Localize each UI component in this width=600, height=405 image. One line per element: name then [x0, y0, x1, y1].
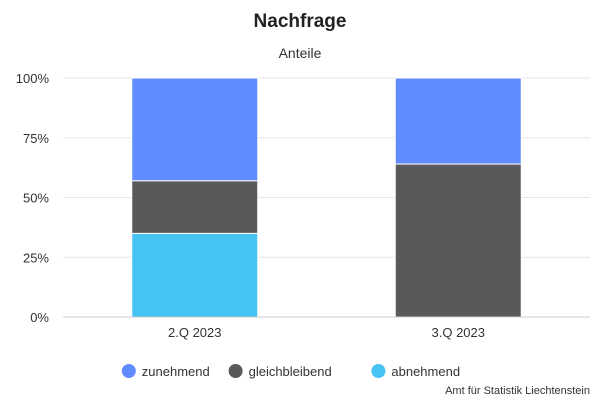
- x-axis-ticks: 2.Q 2023 3.Q 2023: [168, 325, 485, 340]
- bar-segment-gleichbleibend[interactable]: [394, 163, 522, 318]
- bar-segment-zunehmend[interactable]: [131, 77, 259, 182]
- legend-marker: [371, 364, 386, 378]
- x-tick-label: 2.Q 2023: [168, 325, 222, 340]
- legend-label: abnehmend: [391, 364, 460, 379]
- legend-item-abnehmend[interactable]: abnehmend: [371, 364, 460, 379]
- y-tick-label: 50%: [23, 191, 49, 206]
- bar-segment-gleichbleibend[interactable]: [131, 180, 259, 234]
- x-tick-label: 3.Q 2023: [432, 325, 486, 340]
- bar-segment-zunehmend[interactable]: [394, 77, 522, 165]
- chart-credits: Amt für Statistik Liechtenstein: [445, 385, 590, 397]
- chart-subtitle: Anteile: [279, 45, 322, 61]
- legend: zunehmend gleichbleibend abnehmend: [121, 364, 460, 379]
- bar-segment-abnehmend[interactable]: [131, 232, 259, 318]
- y-tick-label: 100%: [16, 71, 50, 86]
- bars: [131, 77, 522, 318]
- legend-item-zunehmend[interactable]: zunehmend: [121, 364, 210, 379]
- y-axis-ticks: 0% 25% 50% 75% 100%: [16, 71, 50, 325]
- chart-title: Nachfrage: [254, 11, 347, 32]
- legend-label: zunehmend: [142, 364, 210, 379]
- y-tick-label: 75%: [23, 131, 49, 146]
- legend-marker: [121, 364, 136, 378]
- legend-label: gleichbleibend: [249, 364, 332, 379]
- y-tick-label: 25%: [23, 250, 49, 265]
- legend-item-gleichbleibend[interactable]: gleichbleibend: [228, 364, 332, 379]
- legend-marker: [228, 364, 243, 378]
- y-tick-label: 0%: [30, 310, 49, 325]
